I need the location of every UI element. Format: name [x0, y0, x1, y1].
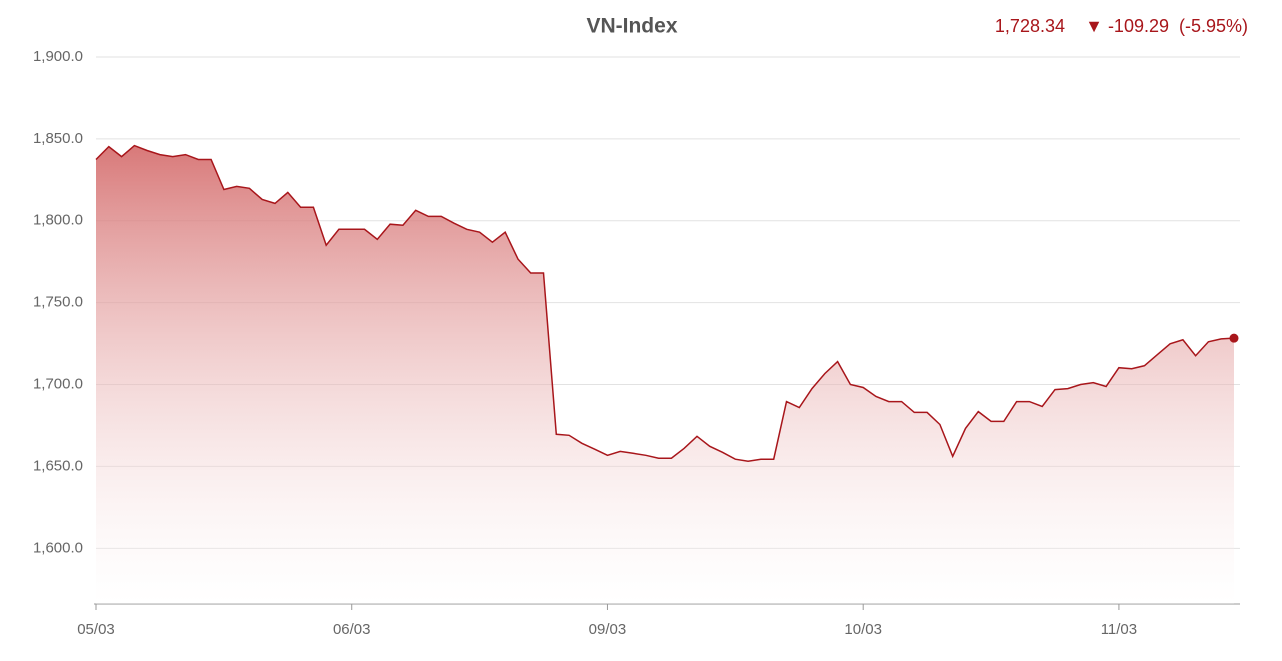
- y-tick-label: 1,650.0: [33, 457, 83, 474]
- area: [96, 145, 1234, 604]
- y-tick-label: 1,850.0: [33, 130, 83, 147]
- x-tick-label: 06/03: [333, 621, 371, 638]
- x-tick-label: 11/03: [1101, 621, 1137, 638]
- y-tick-label: 1,750.0: [33, 294, 83, 311]
- change: ▼ -109.29: [1085, 16, 1169, 36]
- x-tick-label: 10/03: [844, 621, 882, 638]
- chart-title: VN-Index: [586, 15, 677, 38]
- current-value: 1,728.34: [995, 16, 1065, 36]
- x-tick-label: 05/03: [77, 621, 115, 638]
- last-point: [1229, 333, 1239, 343]
- y-tick-label: 1,600.0: [33, 539, 83, 556]
- y-tick-label: 1,700.0: [33, 376, 83, 393]
- line: [95, 144, 1235, 462]
- y-tick-label: 1,800.0: [33, 212, 83, 229]
- x-tick-label: 09/03: [589, 621, 627, 638]
- change-percent: (-5.95%): [1179, 16, 1248, 36]
- y-tick-label: 1,900.0: [33, 48, 83, 65]
